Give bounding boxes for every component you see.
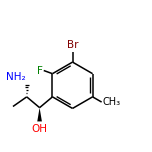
Text: CH₃: CH₃ — [103, 97, 121, 107]
Text: F: F — [37, 66, 43, 76]
Polygon shape — [37, 108, 42, 121]
Text: OH: OH — [32, 124, 48, 133]
Text: NH₂: NH₂ — [6, 72, 26, 82]
Text: Br: Br — [67, 40, 78, 50]
